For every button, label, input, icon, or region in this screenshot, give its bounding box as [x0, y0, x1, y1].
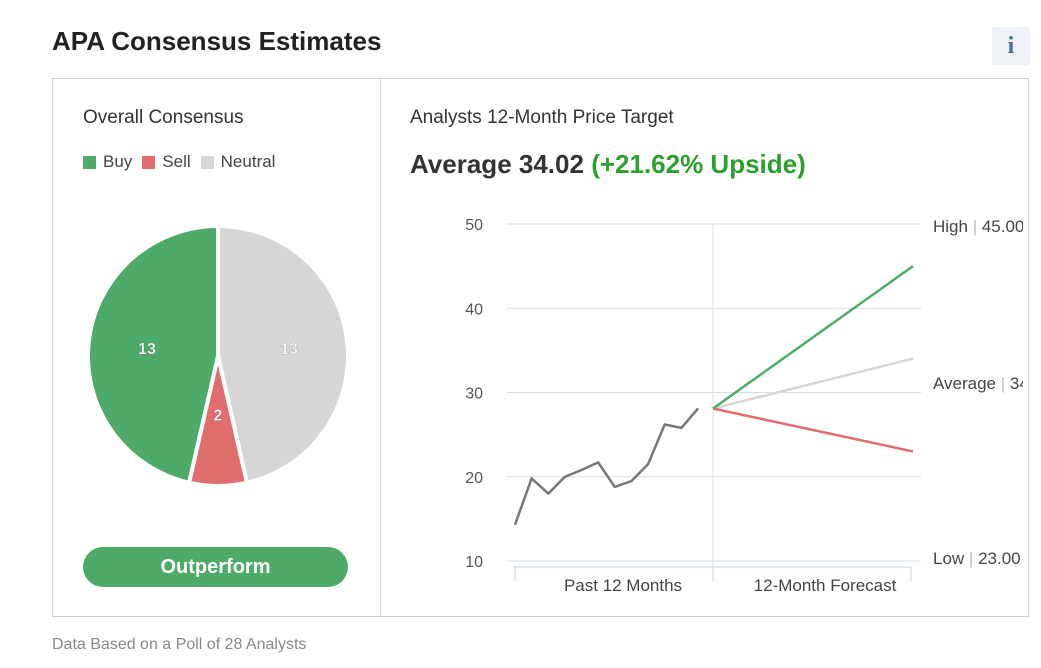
- legend-label-buy: Buy: [103, 152, 133, 171]
- average-target: Average 34.02 (+21.62% Upside): [410, 149, 806, 180]
- forecast-label-low-name: Low: [933, 549, 969, 568]
- pie-legend: Buy Sell Neutral: [83, 152, 285, 172]
- legend-swatch-sell: [142, 155, 156, 169]
- panel-divider: [380, 79, 381, 616]
- forecast-line-average: [712, 357, 914, 410]
- y-tick-label-50: 50: [465, 217, 483, 234]
- estimates-card: Overall Consensus Buy Sell Neutral 13 2 13…: [52, 78, 1041, 617]
- pie-label-sell: 2: [214, 408, 223, 425]
- consensus-heading: Overall Consensus: [83, 107, 244, 128]
- legend-swatch-neutral: [200, 155, 214, 169]
- history-line: [513, 407, 699, 526]
- forecast-label-high: High | 45.00: [933, 217, 1023, 236]
- pie-label-buy: 13: [138, 341, 156, 358]
- legend-item-sell: Sell: [142, 152, 191, 172]
- pie-label-neutral: 13: [280, 341, 298, 358]
- rating-button[interactable]: Outperform: [83, 547, 348, 587]
- forecast-label-low-value: 23.00: [978, 549, 1021, 568]
- forecast-label-average-name: Average: [933, 374, 1001, 393]
- page-title: APA Consensus Estimates: [52, 26, 382, 56]
- legend-item-buy: Buy: [83, 152, 132, 172]
- price-target-heading: Analysts 12-Month Price Target: [410, 107, 674, 128]
- legend-label-neutral: Neutral: [220, 152, 276, 171]
- forecast-label-low-sep: |: [969, 549, 978, 568]
- forecast-label-average: Average | 34.02: [933, 374, 1023, 393]
- pie-slice-buy[interactable]: [86, 223, 220, 486]
- y-tick-label-40: 40: [465, 301, 483, 318]
- legend-label-sell: Sell: [162, 152, 191, 171]
- forecast-label-high-value: 45.00: [982, 217, 1023, 236]
- forecast-line-high: [712, 265, 914, 410]
- forecast-line-low: [712, 407, 914, 453]
- x-label-past: Past 12 Months: [564, 576, 682, 595]
- price-target-chart: 10 20 30 40 50 Past 12 Months 12-Month Forecas…: [393, 204, 1041, 609]
- pie-slice-neutral[interactable]: [216, 223, 350, 486]
- average-upside: (+21.62% Upside): [591, 149, 806, 179]
- y-tick-label-30: 30: [465, 386, 483, 403]
- y-tick-label-20: 20: [465, 470, 483, 487]
- legend-item-neutral: Neutral: [200, 152, 276, 172]
- average-target-value: Average 34.02: [410, 149, 584, 179]
- x-label-forecast: 12-Month Forecast: [754, 576, 897, 595]
- y-tick-label-10: 10: [465, 554, 483, 571]
- consensus-pie-chart: 13 2 13: [86, 223, 350, 488]
- line-svg: 10 20 30 40 50 Past 12 Months 12-Month Forecas…: [465, 217, 1041, 595]
- info-icon[interactable]: i: [992, 27, 1030, 65]
- pie-svg: 13 2 13: [86, 223, 350, 488]
- forecast-label-low: Low | 23.00: [933, 549, 1021, 568]
- legend-swatch-buy: [83, 155, 96, 169]
- forecast-label-average-value: 34.02: [1010, 374, 1023, 393]
- forecast-label-high-name: High: [933, 217, 973, 236]
- forecast-label-average-sep: |: [1001, 374, 1010, 393]
- footnote: Data Based on a Poll of 28 Analysts: [52, 636, 307, 653]
- forecast-label-high-sep: |: [973, 217, 982, 236]
